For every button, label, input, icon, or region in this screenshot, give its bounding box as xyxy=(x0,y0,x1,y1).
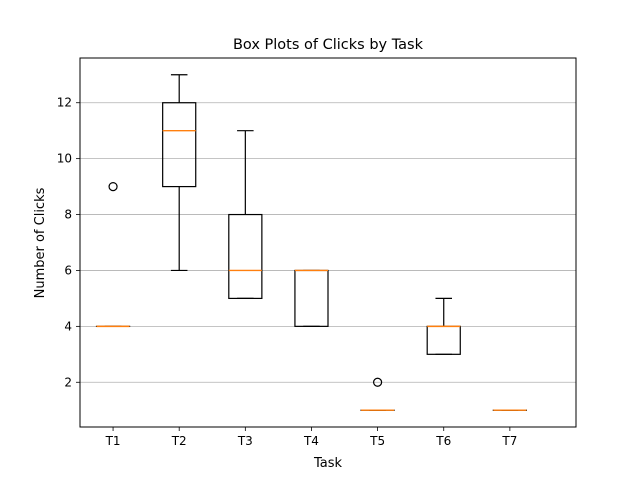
box-plots xyxy=(95,74,528,411)
x-tick-label: T6 xyxy=(435,434,451,448)
y-axis-label: Number of Clicks xyxy=(33,187,48,298)
chart-title: Box Plots of Clicks by Task xyxy=(233,37,424,53)
y-tick-label: 2 xyxy=(64,375,72,389)
outlier-point xyxy=(373,377,383,387)
y-tick-label: 4 xyxy=(64,319,72,333)
box xyxy=(294,269,329,327)
grid-lines xyxy=(80,102,576,383)
y-tick-label: 10 xyxy=(57,152,72,166)
x-tick-label: T7 xyxy=(501,434,517,448)
y-tick-label: 6 xyxy=(64,263,72,277)
box xyxy=(162,102,197,188)
x-axis-label: Task xyxy=(313,456,343,471)
x-tick-label: T1 xyxy=(105,434,121,448)
box xyxy=(228,213,263,300)
x-tick-label: T4 xyxy=(303,434,319,448)
y-tick-label: 12 xyxy=(57,96,72,110)
axes: 2 4 6 8 10 12 T1 T2 T3 T4 T5 T6 T7 xyxy=(57,96,518,448)
outlier-point xyxy=(108,181,118,192)
x-tick-label: T5 xyxy=(369,434,385,448)
x-tick-label: T3 xyxy=(237,434,253,448)
x-tick-label: T2 xyxy=(171,434,187,448)
y-tick-label: 8 xyxy=(64,208,72,222)
box xyxy=(426,325,461,355)
plot-area-frame xyxy=(79,57,577,428)
